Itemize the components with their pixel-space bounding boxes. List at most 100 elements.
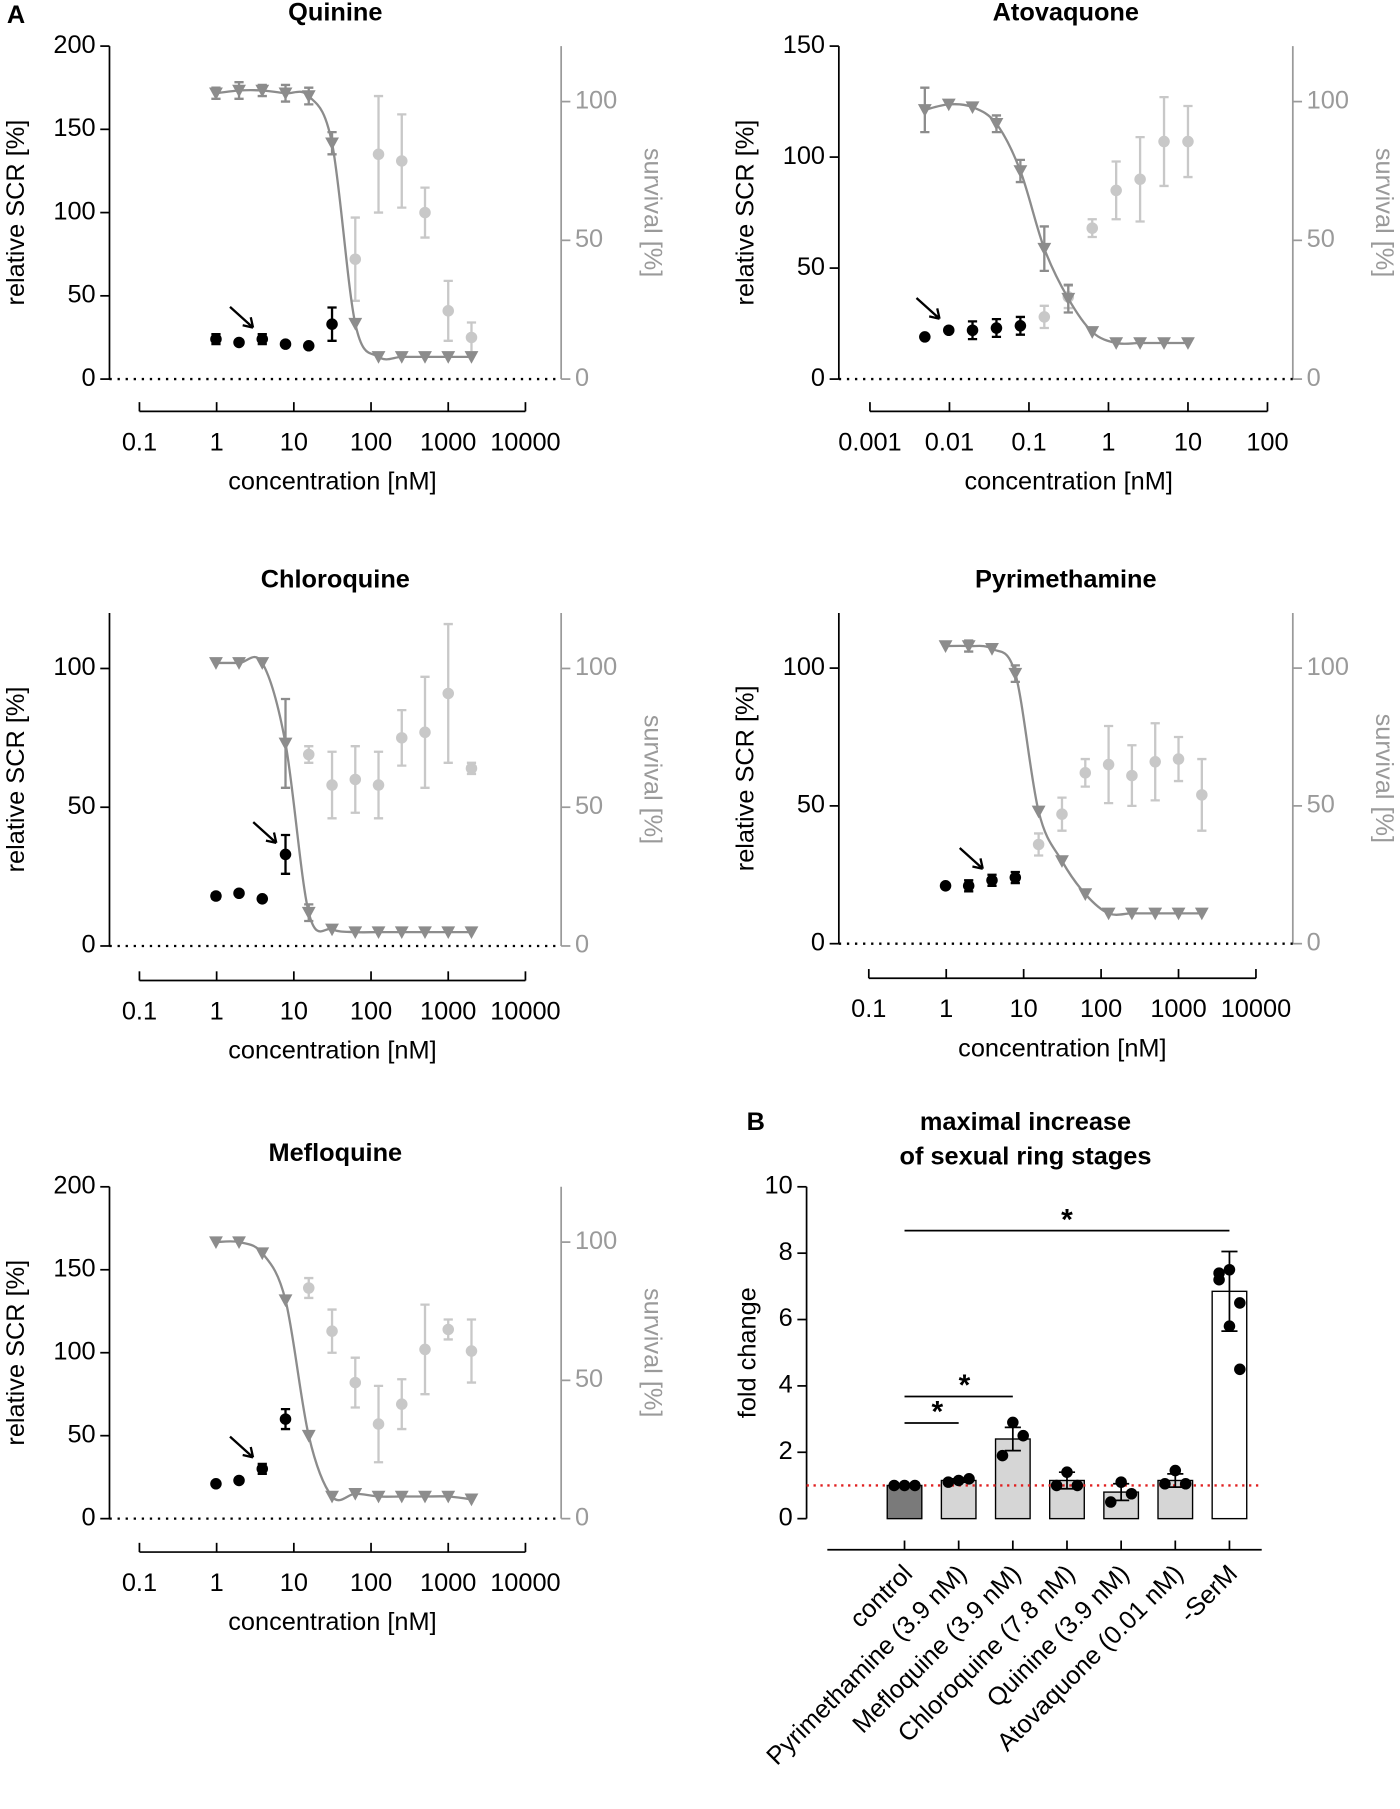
data-point — [1179, 1478, 1192, 1490]
y-tick-label: 0 — [82, 931, 96, 959]
data-point — [1086, 222, 1098, 234]
y2-axis-label: survival [%] — [638, 1288, 666, 1418]
data-point — [441, 351, 456, 364]
x-tick-label: 10000 — [490, 997, 560, 1025]
data-point — [349, 253, 362, 265]
data-point — [210, 890, 222, 902]
x-tick-label: 1000 — [420, 997, 476, 1025]
data-point — [1196, 789, 1208, 801]
data-point — [256, 333, 269, 345]
data-point — [963, 1473, 975, 1485]
data-point — [349, 773, 362, 786]
data-point — [419, 206, 431, 219]
data-point — [465, 1345, 478, 1357]
significance-label: * — [932, 1396, 944, 1429]
data-point — [301, 906, 316, 920]
data-point — [996, 1449, 1009, 1462]
data-point — [326, 779, 338, 791]
x-axis-label: concentration [nM] — [965, 467, 1173, 495]
y-axis-label: relative SCR [%] — [2, 120, 30, 306]
y-axis-label: relative SCR [%] — [2, 1260, 30, 1446]
fit-line — [215, 1240, 472, 1502]
data-point — [1014, 320, 1027, 332]
data-point — [1125, 1487, 1138, 1500]
data-point — [1007, 1416, 1019, 1429]
y-tick-label: 4 — [779, 1371, 793, 1399]
data-point — [1181, 337, 1195, 350]
data-point — [1085, 326, 1100, 339]
x-axis-label: concentration [nM] — [958, 1034, 1166, 1062]
data-point — [441, 1490, 456, 1504]
y2-tick-label: 0 — [1307, 928, 1321, 956]
arrow — [958, 847, 984, 870]
data-point — [1102, 758, 1115, 771]
panel-label: A — [7, 1, 25, 29]
y-axis-label: relative SCR [%] — [731, 685, 759, 871]
data-point — [941, 98, 956, 112]
data-point — [325, 1490, 339, 1504]
x-tick-label: 10 — [1010, 995, 1038, 1023]
panel-label: B — [747, 1108, 765, 1136]
y-axis-label: fold change — [734, 1287, 762, 1418]
data-point — [418, 1490, 432, 1504]
data-point — [301, 90, 316, 103]
y2-tick-label: 50 — [575, 792, 603, 820]
data-point — [1158, 135, 1170, 148]
y2-axis-label: survival [%] — [638, 148, 666, 278]
fit-line — [215, 88, 472, 361]
data-point — [418, 926, 432, 940]
y-tick-label: 0 — [82, 1503, 96, 1531]
data-point — [1061, 292, 1076, 306]
data-point — [1171, 907, 1186, 921]
y-axis-label: relative SCR [%] — [2, 687, 30, 873]
chart-title: of sexual ring stages — [900, 1143, 1152, 1171]
y-tick-label: 200 — [53, 1171, 95, 1199]
y-tick-label: 50 — [797, 791, 825, 819]
data-point — [278, 1294, 293, 1308]
data-point — [1157, 337, 1171, 350]
data-point — [325, 137, 339, 151]
x-tick-label: 10000 — [1221, 995, 1291, 1023]
x-tick-label: 10000 — [490, 1569, 560, 1597]
data-point — [464, 926, 479, 940]
data-point — [1234, 1363, 1246, 1376]
data-point — [256, 1463, 269, 1475]
y-tick-label: 0 — [779, 1503, 793, 1531]
arrow — [915, 297, 941, 320]
x-tick-label: -SerM — [1174, 1560, 1243, 1629]
data-point — [348, 317, 363, 331]
data-point — [210, 1478, 222, 1490]
data-point — [1159, 1478, 1171, 1490]
data-point — [395, 732, 408, 744]
data-point — [209, 87, 223, 101]
data-point — [395, 1398, 408, 1410]
data-point — [326, 1325, 338, 1337]
data-point — [209, 1236, 223, 1250]
y2-tick-label: 0 — [575, 364, 589, 392]
x-tick-label: 10 — [280, 997, 308, 1025]
x-axis-label: concentration [nM] — [228, 1608, 436, 1636]
data-point — [942, 324, 955, 337]
data-point — [302, 1282, 315, 1294]
data-point — [1124, 907, 1139, 921]
data-point — [210, 333, 222, 345]
x-tick-label: 10000 — [490, 428, 560, 456]
data-point — [348, 926, 363, 940]
data-point — [395, 155, 408, 167]
data-point — [1194, 907, 1209, 921]
y2-tick-label: 50 — [575, 1365, 603, 1393]
y-tick-label: 100 — [53, 653, 95, 681]
fit-line — [945, 644, 1202, 916]
data-point — [1078, 888, 1093, 901]
data-point — [1109, 337, 1124, 350]
fit-line — [924, 102, 1188, 345]
data-point — [1055, 855, 1069, 868]
data-point — [349, 1376, 362, 1389]
y-tick-label: 50 — [67, 792, 95, 820]
data-point — [1008, 667, 1023, 681]
data-point — [371, 926, 386, 940]
data-point — [985, 643, 999, 656]
fit-line — [215, 655, 472, 934]
data-point — [442, 305, 454, 317]
